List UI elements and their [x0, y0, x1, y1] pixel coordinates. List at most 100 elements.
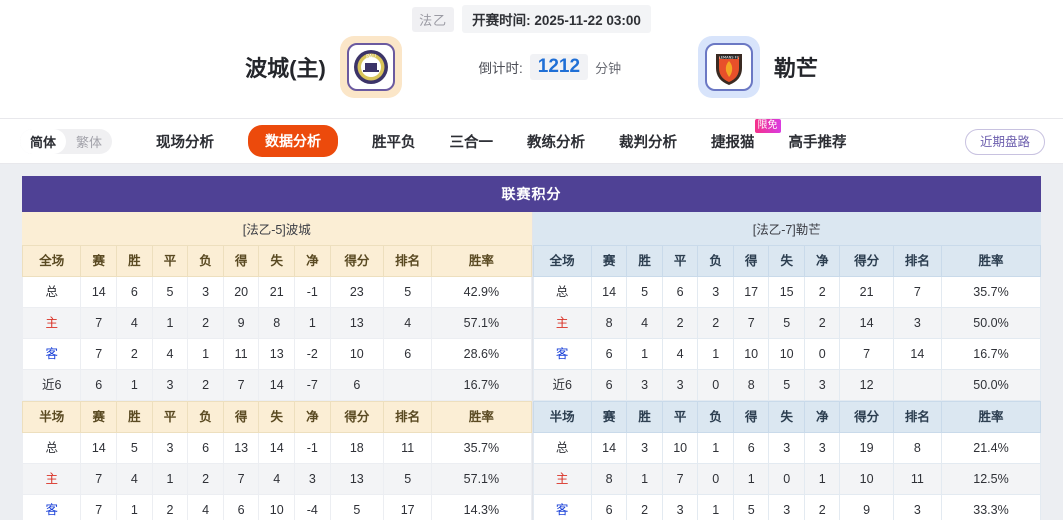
cell-9: 33.3%: [940, 494, 1042, 520]
table-row: 客 7 2 4 1 11 13 -2 10 6 28.6%: [21, 338, 532, 370]
col-header-1: 赛: [80, 245, 118, 277]
language-toggle[interactable]: 简体 繁体: [20, 128, 113, 154]
tab-data-analysis[interactable]: 数据分析: [248, 125, 339, 157]
cell-8: 4: [383, 307, 433, 339]
col-header-8: 得分: [329, 245, 385, 277]
home-team-logo: PAU: [339, 36, 402, 98]
col-header-2: 胜: [116, 401, 153, 433]
tab-expert-picks[interactable]: 高手推荐: [788, 134, 847, 151]
tab-jiebao-cat[interactable]: 捷报猫 限免: [711, 118, 781, 152]
col-header-2: 胜: [116, 245, 153, 277]
away-halftime-head: 半场赛胜平负得失净得分 排名 胜率: [532, 401, 1042, 433]
kickoff-value: 2025-11-22 03:00: [534, 13, 641, 28]
cell-9: 57.1%: [431, 463, 532, 495]
table-header-row: 全场赛胜平负得失净得分 排名 胜率: [21, 245, 532, 277]
match-header: 法乙 开赛时间: 2025-11-22 03:00 波城(主) PAU: [0, 0, 1063, 119]
cell-4: 6: [222, 494, 260, 520]
cell-8: 5: [383, 463, 433, 495]
table-row: 近6 6 1 3 2 7 14 -7 6 16.7%: [21, 369, 532, 401]
countdown-box: 倒计时: 1212 分钟: [402, 54, 698, 80]
col-header-6: 失: [258, 245, 296, 277]
away-fulltime-head: 全场赛胜平负得失净得分 排名 胜率: [532, 245, 1042, 277]
away-fulltime-table: 全场赛胜平负得失净得分 排名 胜率 总 14 5 6 3 17 15 2 21 7 35.7% 主 8 4 2 2…: [532, 245, 1042, 401]
cell-7: 5: [329, 494, 385, 520]
cell-2: 4: [661, 338, 699, 370]
cell-2: 3: [151, 369, 189, 401]
cell-6: 3: [294, 463, 331, 495]
table-row: 总 14 6 5 3 20 21 -1 23 5 42.9%: [21, 276, 532, 308]
col-header-5: 得: [222, 245, 260, 277]
col-header-0: 半场: [532, 401, 592, 433]
col-header-10: 胜率: [431, 401, 532, 433]
row-label: 总: [532, 432, 592, 464]
cell-8: 7: [892, 276, 942, 308]
cell-2: 5: [151, 276, 189, 308]
svg-text:LEMANS FC: LEMANS FC: [719, 55, 740, 59]
cell-9: 57.1%: [431, 307, 532, 339]
away-team-name: 勒芒: [773, 56, 818, 81]
cell-2: 3: [661, 369, 699, 401]
cell-2: 1: [151, 463, 189, 495]
col-header-1: 赛: [590, 245, 628, 277]
tab-win-draw-lose[interactable]: 胜平负: [372, 134, 416, 151]
cell-1: 4: [116, 463, 153, 495]
kickoff-time: 开赛时间: 2025-11-22 03:00: [462, 5, 651, 33]
row-label: 近6: [21, 369, 82, 401]
home-halftime-table: 半场赛胜平负得失净得分 排名 胜率 总 14 5 3 6 13 14 -1 18 11 35.7% 主 7 4…: [21, 401, 532, 520]
col-header-8: 得分: [329, 401, 385, 433]
cell-7: 10: [329, 338, 385, 370]
col-header-9: 排名: [383, 401, 433, 433]
col-header-8: 得分: [839, 245, 894, 277]
cell-5: 4: [258, 463, 296, 495]
cell-9: 50.0%: [940, 369, 1042, 401]
tab-three-in-one[interactable]: 三合一: [449, 134, 494, 151]
cell-4: 20: [222, 276, 260, 308]
home-fulltime-table: 全场赛胜平负得失净得分 排名 胜率 总 14 6 5 3 20 21 -1 23 5 42.9% 主 7 4 1…: [21, 245, 532, 401]
cell-7: 7: [839, 338, 894, 370]
away-team[interactable]: LEMANS FC 勒芒: [697, 36, 818, 98]
home-team[interactable]: 波城(主) PAU: [245, 36, 402, 98]
cell-5: 3: [768, 494, 805, 520]
recent-odds-button[interactable]: 近期盘路: [964, 129, 1045, 155]
cell-9: 35.7%: [940, 276, 1042, 308]
cell-0: 6: [80, 369, 118, 401]
cell-6: 2: [803, 494, 841, 520]
away-standings: [法乙-7]勒芒 全场赛胜平负得失净得分 排名 胜率 总 14 5 6 3 17 15 2 21 7 3…: [531, 212, 1042, 520]
cell-2: 1: [151, 307, 189, 339]
analysis-navbar: 简体 繁体 现场分析 数据分析 胜平负 三合一 教练分析 裁判分析 捷报猫 限免…: [0, 118, 1063, 164]
lang-simplified[interactable]: 简体: [20, 128, 67, 154]
cell-3: 3: [187, 276, 224, 308]
tab-coach-analysis[interactable]: 教练分析: [527, 134, 586, 151]
cell-5: 14: [258, 369, 296, 401]
cell-9: 12.5%: [940, 463, 1042, 495]
kickoff-label: 开赛时间:: [472, 13, 531, 28]
col-header-1: 赛: [590, 401, 628, 433]
cell-6: 1: [803, 463, 841, 495]
tab-referee-analysis[interactable]: 裁判分析: [619, 134, 678, 151]
cell-4: 13: [222, 432, 260, 464]
cell-7: 19: [839, 432, 894, 464]
row-label: 总: [21, 432, 82, 464]
standings-split: [法乙-5]波城 全场赛胜平负得失净得分 排名 胜率 总 14 6 5 3 20 21 -1 23 5…: [21, 212, 1042, 520]
col-header-1: 赛: [80, 401, 118, 433]
cell-0: 6: [590, 338, 628, 370]
table-row: 总 14 3 10 1 6 3 3 19 8 21.4%: [532, 432, 1042, 464]
tab-live-analysis[interactable]: 现场分析: [156, 134, 215, 151]
cell-1: 3: [626, 432, 663, 464]
home-standings-band: [法乙-5]波城: [22, 212, 532, 245]
row-label: 总: [21, 276, 82, 308]
cell-6: 1: [294, 307, 331, 339]
cell-5: 14: [258, 432, 296, 464]
cell-1: 1: [626, 463, 663, 495]
col-header-8: 得分: [839, 401, 894, 433]
cell-1: 4: [626, 307, 663, 339]
col-header-4: 负: [697, 245, 734, 277]
cell-7: 14: [839, 307, 894, 339]
cell-8: 5: [383, 276, 433, 308]
lemans-fc-crest-icon: LEMANS FC: [715, 54, 742, 85]
lang-traditional[interactable]: 繁体: [76, 134, 103, 150]
cell-1: 1: [626, 338, 663, 370]
cell-0: 8: [590, 463, 628, 495]
cell-3: 0: [697, 369, 734, 401]
cell-1: 4: [116, 307, 153, 339]
